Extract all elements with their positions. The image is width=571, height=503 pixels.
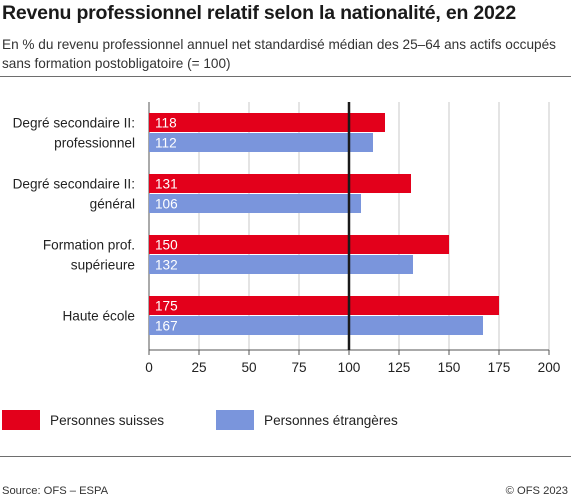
copyright-note: © OFS 2023	[505, 485, 568, 497]
category-label-2-0: Formation prof.	[43, 238, 135, 253]
legend-swatch-etrangeres	[216, 410, 254, 430]
data-label-suisses-2: 150	[155, 238, 178, 253]
legend-item-personnes-etrangeres: Personnes étrangères	[216, 409, 398, 431]
category-label-0-0: Degré secondaire II:	[13, 116, 135, 131]
data-label-suisses-1: 131	[155, 177, 178, 192]
bar-etrangeres-1	[149, 194, 361, 213]
data-label-etrangeres-2: 132	[155, 258, 178, 273]
data-label-suisses-3: 175	[155, 299, 178, 314]
category-label-1-1: général	[90, 197, 135, 212]
chart-subtitle: En % du revenu professionnel annuel net …	[2, 37, 556, 71]
x-tick-label-200: 200	[538, 360, 561, 375]
x-tick-label-100: 100	[338, 360, 361, 375]
x-tick-label-25: 25	[191, 360, 206, 375]
bar-etrangeres-3	[149, 316, 483, 335]
category-label-2-1: supérieure	[71, 258, 135, 273]
legend-item-personnes-suisses: Personnes suisses	[2, 409, 164, 431]
x-tick-label-50: 50	[241, 360, 257, 375]
bar-suisses-3	[149, 296, 499, 315]
data-label-etrangeres-0: 112	[155, 136, 177, 151]
data-label-etrangeres-3: 167	[155, 319, 178, 334]
chart-title: Revenu professionnel relatif selon la na…	[2, 2, 516, 24]
bar-suisses-2	[149, 235, 449, 254]
category-label-1-0: Degré secondaire II:	[13, 177, 135, 192]
legend-swatch-suisses	[2, 410, 40, 430]
x-tick-label-175: 175	[488, 360, 511, 375]
bar-etrangeres-2	[149, 255, 413, 274]
legend-label-etrangeres: Personnes étrangères	[264, 412, 398, 428]
footer-divider	[0, 456, 571, 457]
category-label-0-1: professionnel	[54, 136, 135, 151]
x-tick-label-125: 125	[388, 360, 411, 375]
bar-suisses-1	[149, 174, 411, 193]
x-tick-label-0: 0	[145, 360, 153, 375]
data-label-etrangeres-1: 106	[155, 197, 178, 212]
header-divider	[0, 76, 571, 77]
data-label-suisses-0: 118	[155, 116, 177, 131]
x-tick-label-150: 150	[438, 360, 461, 375]
x-tick-label-75: 75	[291, 360, 306, 375]
category-label-3-0: Haute école	[62, 309, 135, 324]
bar-suisses-0	[149, 113, 385, 132]
bar-etrangeres-0	[149, 133, 373, 152]
legend-label-suisses: Personnes suisses	[50, 412, 165, 428]
bar-chart: 118 112 Degré secondaire II: professionnel 1…	[13, 102, 561, 375]
source-note: Source: OFS – ESPA	[2, 485, 109, 497]
